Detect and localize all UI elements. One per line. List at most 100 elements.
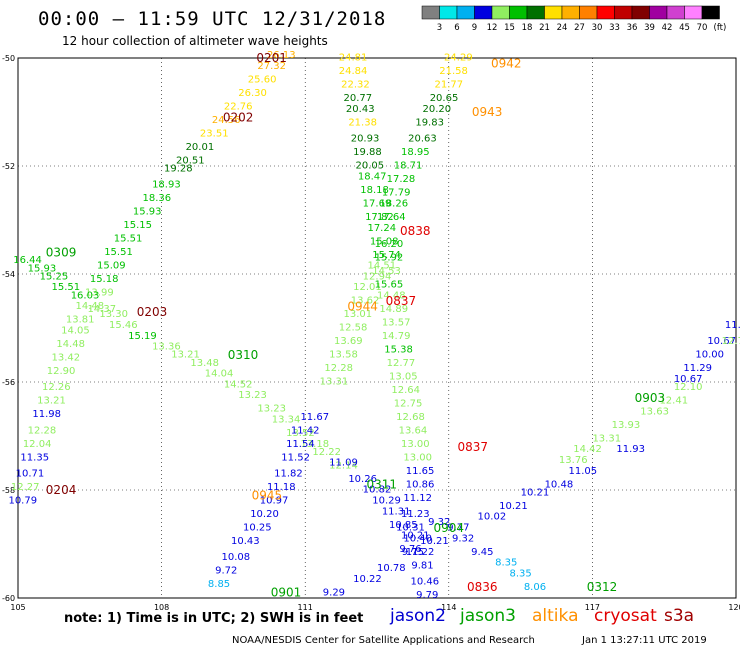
pass-time: 0837: [386, 294, 417, 308]
swh-value: 13.01: [344, 309, 373, 320]
swh-value: 13.05: [389, 371, 418, 382]
legend-label: 18: [522, 23, 533, 33]
swh-value: 15.46: [109, 320, 138, 331]
swh-value: 14.48: [56, 339, 85, 350]
legend-swatch: [526, 5, 545, 20]
swh-value: 20.43: [346, 104, 375, 115]
swh-value: 13.23: [238, 390, 267, 401]
swh-value: 21.77: [434, 80, 463, 91]
swh-value: 15.93: [28, 263, 57, 274]
swh-value: 13.30: [99, 309, 128, 320]
pass-time: 0204: [46, 483, 77, 497]
pass-time: 0838: [400, 224, 431, 238]
pass-time: 0945: [252, 488, 283, 502]
legend-swatch: [596, 5, 615, 20]
satellite-name-jason3: jason3: [460, 606, 516, 626]
legend-label: 9: [472, 23, 477, 33]
swh-value: 13.42: [52, 352, 81, 363]
swh-value: 11.82: [274, 469, 303, 480]
swh-value: 22.76: [224, 101, 253, 112]
swh-value: 8.85: [208, 579, 230, 590]
swh-value: 26.13: [267, 50, 296, 61]
swh-value: 14.42: [573, 444, 602, 455]
swh-value: 11.0: [725, 320, 740, 331]
pass-time: 0943: [472, 105, 503, 119]
swh-value: 8.35: [509, 568, 531, 579]
swh-value: 18.36: [142, 193, 171, 204]
swh-value: 20.63: [408, 134, 437, 145]
footer-credit: NOAA/NESDIS Center for Satellite Applica…: [232, 635, 535, 646]
swh-value: 9.29: [323, 587, 345, 598]
swh-value: 13.00: [401, 439, 430, 450]
swh-value: 11.31: [382, 506, 411, 517]
swh-value: 18.93: [152, 180, 181, 191]
satellite-name-s3a: s3a: [664, 606, 695, 626]
swh-value: 18.71: [394, 161, 423, 172]
swh-value: 17.82: [365, 212, 394, 223]
legend-swatch: [701, 5, 720, 20]
footer-note: note: 1) Time is in UTC; 2) SWH is in fe…: [64, 611, 364, 626]
legend-label: 30: [592, 23, 603, 33]
swh-value: 11.29: [683, 363, 712, 374]
swh-value: 13.62: [351, 296, 380, 307]
swh-value: 11.65: [406, 466, 435, 477]
swh-value: 9.72: [215, 566, 237, 577]
swh-value: 13.36: [152, 342, 181, 353]
swh-value: 20.05: [355, 161, 384, 172]
swh-value: 9.32: [428, 517, 450, 528]
pass-time: 0901: [271, 586, 302, 600]
swh-value: 10.43: [231, 536, 260, 547]
lat-tick-label: -60: [2, 594, 15, 603]
swh-value: 10.20: [250, 509, 279, 520]
swh-value: 24.81: [339, 53, 368, 64]
lon-tick-label: 120: [728, 603, 740, 612]
lon-tick-label: 117: [585, 603, 600, 612]
swh-value: 20.93: [351, 134, 380, 145]
swh-value: 15.08: [370, 236, 399, 247]
swh-value: 21.58: [439, 66, 468, 77]
swh-value: 10.97: [260, 496, 289, 507]
swh-value: 8.35: [495, 558, 517, 569]
lat-tick-label: -58: [2, 486, 15, 495]
swh-value: 10.71: [16, 469, 45, 480]
legend-swatch: [631, 5, 650, 20]
pass-time: 0903: [635, 391, 666, 405]
swh-value: 14.05: [61, 325, 90, 336]
swh-value: 15.92: [375, 253, 404, 264]
swh-value: 13.31: [592, 433, 621, 444]
legend-label: 3: [437, 23, 442, 33]
swh-value: 10.21: [521, 487, 550, 498]
swh-value: 20.51: [176, 155, 205, 166]
swh-value: 14.48: [75, 301, 104, 312]
legend-label: 6: [454, 23, 459, 33]
swh-value: 16.03: [71, 290, 100, 301]
pass-time: 0203: [137, 305, 168, 319]
swh-value: 15.51: [104, 247, 133, 258]
swh-value: 13.81: [66, 315, 95, 326]
legend-label: 15: [504, 23, 515, 33]
pass-time: 0944: [347, 299, 378, 313]
swh-value: 17.28: [387, 174, 416, 185]
swh-value: 12.26: [42, 382, 71, 393]
swh-value: 12.28: [28, 425, 57, 436]
swh-value: 9.75: [402, 547, 424, 558]
swh-value: 15.18: [90, 274, 119, 285]
swh-value: 13.58: [329, 350, 358, 361]
legend-swatch: [421, 5, 440, 20]
pass-time: 0312: [587, 580, 618, 594]
legend-swatch: [456, 5, 475, 20]
legend-swatch: [439, 5, 458, 20]
legend-label: 12: [487, 23, 498, 33]
lon-tick-label: 114: [441, 603, 456, 612]
swh-value: 12.94: [363, 271, 392, 282]
swh-value: 23.51: [200, 128, 229, 139]
swh-value: 13.34: [272, 415, 301, 426]
track-jason2-0903: 11.010.6710.0011.2910.6711.9311.0510.481…: [323, 320, 740, 598]
legend-swatch: [614, 5, 633, 20]
swh-value: 10.22: [353, 574, 382, 585]
swh-value: 19.88: [353, 147, 382, 158]
swh-value: 12.77: [387, 358, 416, 369]
swh-value: 10.21: [499, 501, 528, 512]
swh-value: 13.00: [403, 452, 432, 463]
